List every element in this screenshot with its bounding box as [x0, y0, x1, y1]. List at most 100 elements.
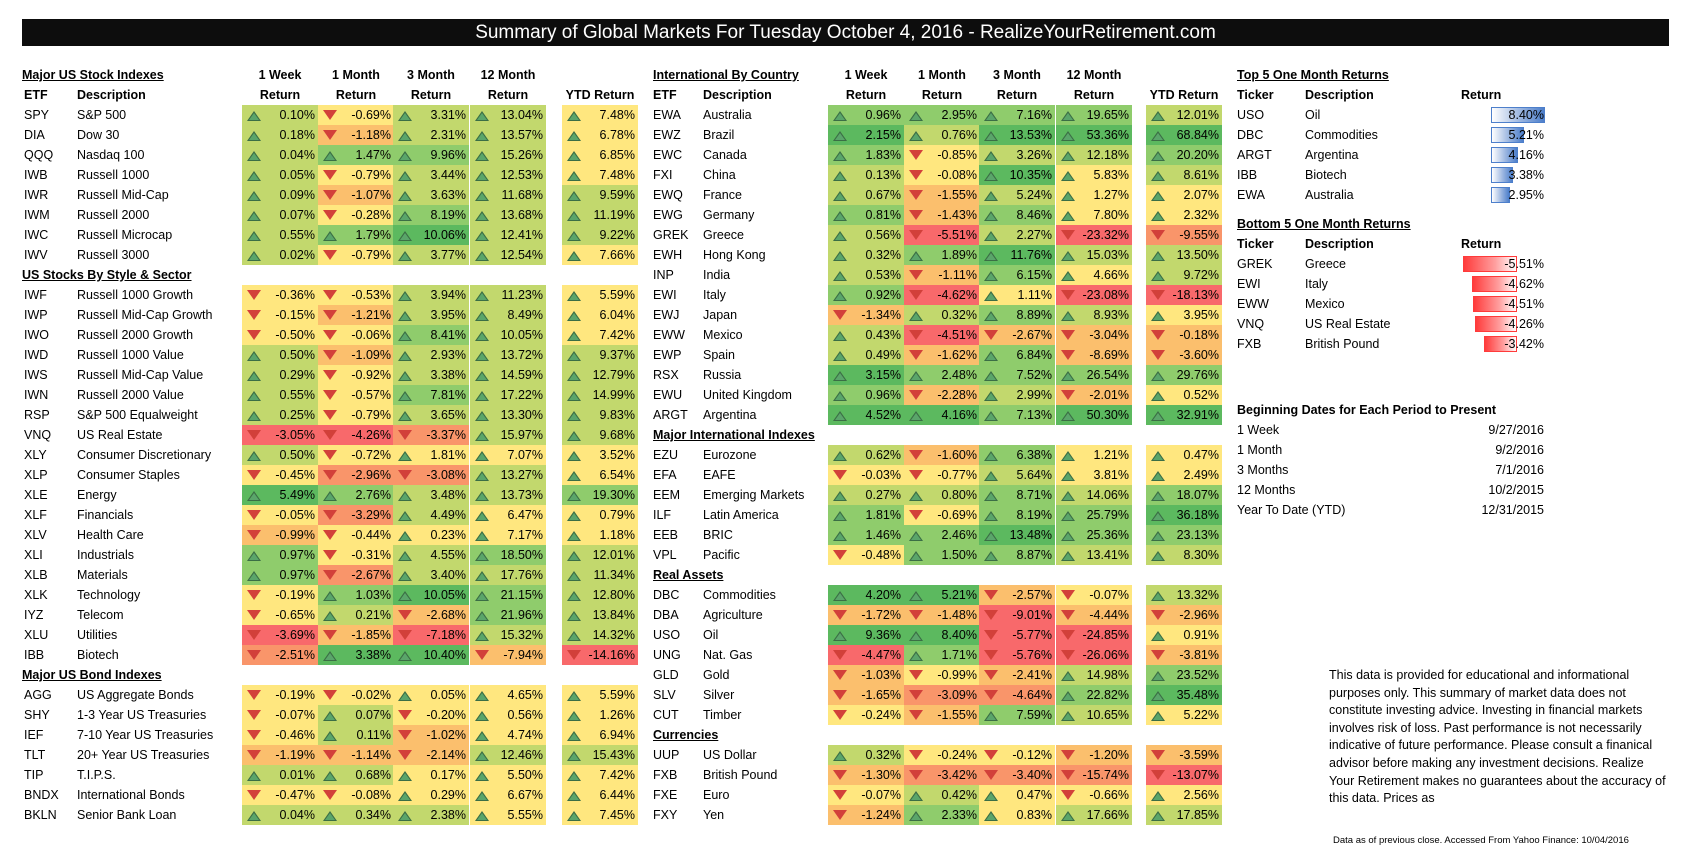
return-value: 6.85%	[599, 148, 635, 162]
return-cell: 13.84%	[562, 605, 638, 625]
return-value: 12.80%	[592, 588, 635, 602]
return-cell: -1.65%	[828, 685, 904, 705]
etf-description: Nasdaq 100	[77, 148, 145, 162]
positive-return-bar	[1491, 147, 1518, 163]
return-value: 8.87%	[1016, 548, 1052, 562]
return-cell: 2.38%	[393, 805, 469, 825]
disclaimer-text: This data is provided for educational an…	[1329, 668, 1666, 806]
up-arrow-icon	[1151, 511, 1165, 521]
return-cell: 5.59%	[562, 685, 638, 705]
column-header-etf: ETF	[24, 88, 48, 102]
down-arrow-icon	[909, 670, 923, 680]
return-cell: 12.53%	[470, 165, 546, 185]
up-arrow-icon	[247, 391, 261, 401]
return-cell: 12.46%	[470, 745, 546, 765]
return-value: 2.48%	[941, 368, 977, 382]
return-value: -1.55%	[937, 188, 977, 202]
table-row: EZU Eurozone 0.62% -1.60% 6.38% 1.21% 0.47%	[651, 445, 1222, 465]
return-value: 4.65%	[507, 688, 543, 702]
return-value: 0.25%	[279, 408, 315, 422]
table-row: EEM Emerging Markets 0.27% 0.80% 8.71% 14.06%…	[651, 485, 1222, 505]
up-arrow-icon	[247, 131, 261, 141]
up-arrow-icon	[398, 191, 412, 201]
up-arrow-icon	[909, 791, 923, 801]
return-value: -0.69%	[937, 508, 977, 522]
up-arrow-icon	[1151, 171, 1165, 181]
return-cell: -0.20%	[393, 705, 469, 725]
return-cell: -0.07%	[828, 785, 904, 805]
return-value: 9.83%	[599, 408, 635, 422]
period-start-date: 10/2/2015	[1488, 483, 1544, 497]
return-value: 2.49%	[1183, 468, 1219, 482]
return-value: 12.01%	[1176, 108, 1219, 122]
up-arrow-icon	[475, 611, 489, 621]
return-cell: 0.09%	[242, 185, 318, 205]
return-cell: 6.78%	[562, 125, 638, 145]
return-cell: 7.52%	[979, 365, 1055, 385]
ranking-return: -5.51%	[1504, 257, 1544, 271]
table-row: BKLN Senior Bank Loan 0.04% 0.34% 2.38% 5.55%…	[22, 805, 638, 825]
return-cell: 0.34%	[318, 805, 394, 825]
etf-description: Telecom	[77, 608, 124, 622]
up-arrow-icon	[247, 411, 261, 421]
return-cell: 0.29%	[242, 365, 318, 385]
top5-title: Top 5 One Month Returns	[1237, 68, 1389, 82]
top5-panel: Top 5 One Month Returns Ticker Descripti…	[1237, 65, 1547, 205]
column-header-return: Return	[335, 88, 377, 102]
etf-description: Hong Kong	[703, 248, 766, 262]
period-start-date: 9/27/2016	[1488, 423, 1544, 437]
return-value: 3.15%	[865, 368, 901, 382]
return-value: 0.13%	[865, 168, 901, 182]
etf-ticker: XLI	[24, 548, 43, 562]
return-value: -3.69%	[275, 628, 315, 642]
up-arrow-icon	[475, 791, 489, 801]
return-value: 6.94%	[599, 728, 635, 742]
return-value: -24.85%	[1082, 628, 1129, 642]
up-arrow-icon	[833, 531, 847, 541]
return-cell: 8.61%	[1146, 165, 1222, 185]
dates-title: Beginning Dates for Each Period to Prese…	[1237, 403, 1497, 417]
return-cell: 6.84%	[979, 345, 1055, 365]
return-value: 1.46%	[865, 528, 901, 542]
down-arrow-icon	[323, 530, 337, 540]
return-value: -23.32%	[1082, 228, 1129, 242]
up-arrow-icon	[475, 331, 489, 341]
ranking-ticker: DBC	[1237, 128, 1264, 142]
return-cell: 0.13%	[828, 165, 904, 185]
return-value: -0.36%	[275, 288, 315, 302]
return-value: -1.21%	[351, 308, 391, 322]
up-arrow-icon	[475, 251, 489, 261]
down-arrow-icon	[323, 630, 337, 640]
period-label: 1 Week	[1237, 423, 1280, 437]
down-arrow-icon	[909, 470, 923, 480]
return-cell: -7.94%	[470, 645, 546, 665]
up-arrow-icon	[833, 231, 847, 241]
column-header-ytd: YTD Return	[1149, 88, 1219, 102]
up-arrow-icon	[567, 431, 581, 441]
table-row: FXB British Pound -1.30% -3.42% -3.40% -15.74…	[651, 765, 1222, 785]
etf-ticker: EZU	[653, 448, 678, 462]
up-arrow-icon	[567, 731, 581, 741]
return-cell: -1.48%	[904, 605, 980, 625]
return-value: -0.08%	[351, 788, 391, 802]
return-cell: 35.48%	[1146, 685, 1222, 705]
etf-ticker: EEB	[653, 528, 679, 542]
return-value: -2.96%	[351, 468, 391, 482]
return-value: 7.81%	[430, 388, 466, 402]
return-value: 0.11%	[356, 728, 391, 742]
top5-col-ticker: Ticker	[1237, 88, 1274, 102]
return-cell: -1.43%	[904, 205, 980, 225]
ranking-description: US Real Estate	[1305, 317, 1391, 331]
return-cell: 1.89%	[904, 245, 980, 265]
return-value: 0.96%	[865, 388, 901, 402]
return-cell: -0.66%	[1056, 785, 1132, 805]
etf-description: Russell 1000 Value	[77, 348, 184, 362]
table-row: IWD Russell 1000 Value 0.50% -1.09% 2.93% 13.…	[22, 345, 638, 365]
return-cell: 0.68%	[318, 765, 394, 785]
up-arrow-icon	[833, 391, 847, 401]
return-cell: -0.50%	[242, 325, 318, 345]
up-arrow-icon	[1061, 531, 1075, 541]
table-row: SHY 1-3 Year US Treasuries -0.07% 0.07% -0.2…	[22, 705, 638, 725]
table-row: RSX Russia 3.15% 2.48% 7.52% 26.54% 29.76%	[651, 365, 1222, 385]
return-value: 6.04%	[599, 308, 635, 322]
